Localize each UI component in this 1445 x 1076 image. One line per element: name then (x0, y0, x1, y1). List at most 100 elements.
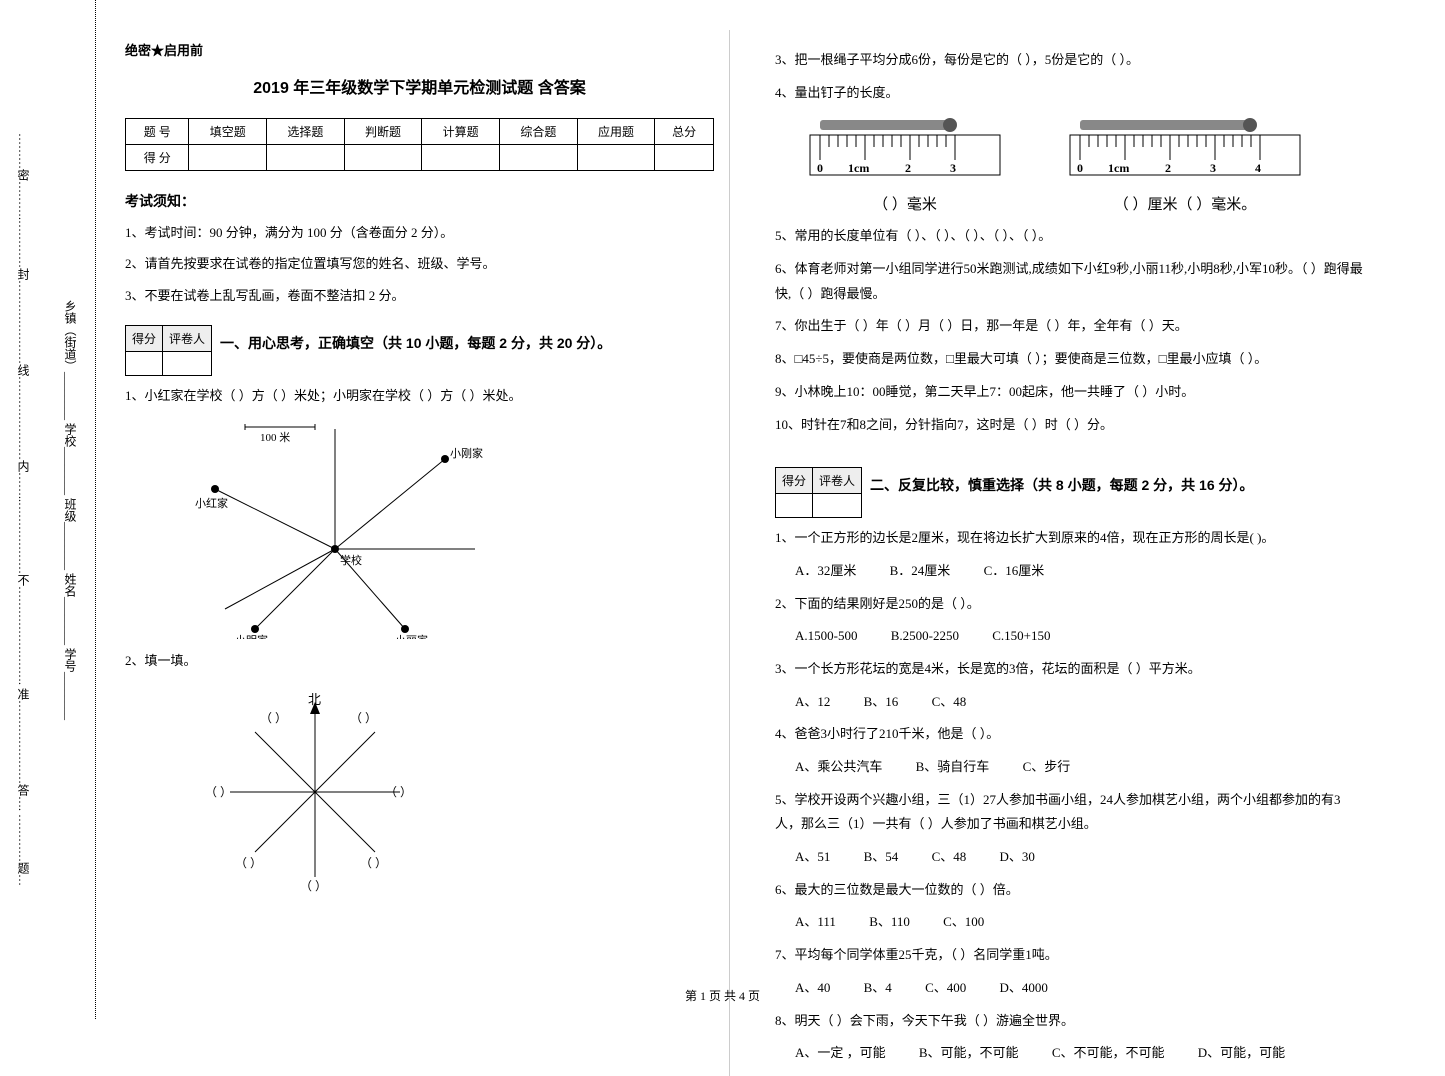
td (422, 145, 500, 171)
ruler1-answer: （ ）毫米 (805, 193, 1005, 214)
section1-header: 得分评卷人 一、用心思考，正确填空（共 10 小题，每题 2 分，共 20 分）… (125, 315, 714, 376)
th: 填空题 (189, 119, 267, 145)
opt: A、乘公共汽车 (795, 755, 882, 780)
page-footer: 第 1 页 共 4 页 (0, 987, 1445, 1004)
s2-q5-opts: A、51 B、54 C、48 D、30 (795, 845, 1365, 870)
dotted-separator (95, 0, 96, 1019)
svg-text:（ ）: （ ） (385, 785, 412, 799)
opt: D、可能，可能 (1198, 1041, 1285, 1066)
s1-q4: 4、量出钉子的长度。 (775, 81, 1365, 106)
sb-score: 得分 (776, 468, 813, 494)
page-container: 绝密★启用前 2019 年三年级数学下学期单元检测试题 含答案 题 号 填空题 … (110, 30, 1420, 1076)
sb-blank (776, 494, 813, 518)
section2-title: 二、反复比较，慎重选择（共 8 小题，每题 2 分，共 16 分）。 (870, 477, 1253, 493)
sb-grader: 评卷人 (163, 326, 212, 352)
s2-q6: 6、最大的三位数是最大一位数的（ ）倍。 (775, 878, 1365, 903)
th: 判断题 (344, 119, 422, 145)
s1-q10: 10、时针在7和8之间，分针指向7，这时是（ ）时（ ）分。 (775, 413, 1365, 438)
s2-q2-opts: A.1500-500 B.2500-2250 C.150+150 (795, 624, 1365, 649)
svg-text:（ ）: （ ） (235, 856, 262, 870)
s2-q1-opts: A．32厘米 B．24厘米 C．16厘米 (795, 559, 1365, 584)
binding-text1: 乡镇（街道）________ 学校________ 班级________ 姓名_… (62, 300, 79, 720)
s2-q4: 4、爸爸3小时行了210千米，他是（ ）。 (775, 722, 1365, 747)
s1-q9: 9、小林晚上10：00睡觉，第二天早上7：00起床，他一共睡了（ ）小时。 (775, 380, 1365, 405)
sb-grader: 评卷人 (813, 468, 862, 494)
compass-diagram: 北 （ ） （ ） （ ） （ ） （ ） （ ） （ ） (205, 692, 425, 892)
label-xh: 小红家 (195, 496, 228, 510)
opt: C.150+150 (992, 624, 1050, 649)
s2-q5: 5、学校开设两个兴趣小组，三（1）27人参加书画小组，24人参加棋艺小组，两个小… (775, 788, 1365, 837)
opt: B、骑自行车 (916, 755, 990, 780)
binding-text2: ………密……….…………封…………………线…………………内……..………………不… (15, 133, 32, 886)
ruler2-answer: （ ）厘米（ ）毫米。 (1065, 193, 1305, 214)
s2-q4-opts: A、乘公共汽车 B、骑自行车 C、步行 (795, 755, 1365, 780)
binding-fields-col2: ………密……….…………封…………………线…………………内……..………………不… (0, 0, 47, 1019)
opt: A、12 (795, 690, 830, 715)
opt: A．32厘米 (795, 559, 856, 584)
svg-text:2: 2 (905, 161, 911, 175)
opt: C、48 (932, 690, 967, 715)
svg-text:（ ）: （ ） (300, 879, 327, 892)
s1-q7: 7、你出生于（ ）年（ ）月（ ）日，那一年是（ ）年，全年有（ ）天。 (775, 314, 1365, 339)
opt: A、51 (795, 845, 830, 870)
svg-text:4: 4 (1255, 161, 1261, 175)
ruler-left: 0 1cm 2 3 （ ）毫米 (805, 115, 1005, 214)
section2-header: 得分评卷人 二、反复比较，慎重选择（共 8 小题，每题 2 分，共 16 分）。 (775, 457, 1365, 518)
td (344, 145, 422, 171)
opt: B、110 (869, 910, 910, 935)
th: 题 号 (126, 119, 189, 145)
scale-label: 100 米 (260, 431, 290, 444)
opt: B、54 (864, 845, 899, 870)
s1-q8: 8、□45÷5，要使商是两位数，□里最大可填（ ）；要使商是三位数，□里最小应填… (775, 347, 1365, 372)
s2-q7: 7、平均每个同学体重25千克，（ ）名同学重1吨。 (775, 943, 1365, 968)
s1-q5: 5、常用的长度单位有（ ）、（ ）、（ ）、（ ）、（ ）。 (775, 224, 1365, 249)
label-school: 学校 (340, 553, 362, 567)
left-column: 绝密★启用前 2019 年三年级数学下学期单元检测试题 含答案 题 号 填空题 … (110, 30, 730, 1076)
s2-q6-opts: A、111 B、110 C、100 (795, 910, 1365, 935)
s2-q3-opts: A、12 B、16 C、48 (795, 690, 1365, 715)
svg-text:（ ）: （ ） (360, 856, 387, 870)
mini-score-box-2: 得分评卷人 (775, 467, 862, 518)
td (655, 145, 714, 171)
opt: A.1500-500 (795, 624, 857, 649)
score-table: 题 号 填空题 选择题 判断题 计算题 综合题 应用题 总分 得 分 (125, 118, 714, 171)
exam-title: 2019 年三年级数学下学期单元检测试题 含答案 (125, 74, 714, 98)
table-row: 题 号 填空题 选择题 判断题 计算题 综合题 应用题 总分 (126, 119, 714, 145)
label-xg: 小刚家 (450, 446, 483, 460)
sb-blank (126, 352, 163, 376)
instruction-item: 1、考试时间：90 分钟，满分为 100 分（含卷面分 2 分）。 (125, 221, 714, 244)
td (267, 145, 345, 171)
svg-text:3: 3 (950, 161, 956, 175)
table-row: 得 分 (126, 145, 714, 171)
opt: B．24厘米 (890, 559, 951, 584)
binding-fields-col1: 乡镇（街道）________ 学校________ 班级________ 姓名_… (47, 0, 94, 1019)
label-xl: 小丽家 (395, 633, 428, 639)
svg-text:0: 0 (817, 161, 823, 175)
opt: C、48 (932, 845, 967, 870)
s2-q3: 3、一个长方形花坛的宽是4米，长是宽的3倍，花坛的面积是（ ）平方米。 (775, 657, 1365, 682)
section1-title: 一、用心思考，正确填空（共 10 小题，每题 2 分，共 20 分）。 (220, 335, 611, 351)
s1-q1: 1、小红家在学校（ ）方（ ）米处；小明家在学校（ ）方（ ）米处。 (125, 384, 714, 409)
compass-north: 北 (308, 692, 321, 707)
svg-text:1cm: 1cm (848, 161, 869, 175)
s2-q2: 2、下面的结果刚好是250的是（ ）。 (775, 592, 1365, 617)
sb-score: 得分 (126, 326, 163, 352)
svg-text:1cm: 1cm (1108, 161, 1129, 175)
svg-text:3: 3 (1210, 161, 1216, 175)
ruler-row: 0 1cm 2 3 （ ）毫米 (805, 115, 1365, 214)
label-xm: 小明家 (235, 633, 268, 639)
opt: B、16 (864, 690, 899, 715)
map-diagram: 100 米 小刚家 小红家 学校 小明家 小丽家 (185, 419, 485, 639)
opt: B.2500-2250 (891, 624, 959, 649)
right-column: 3、把一根绳子平均分成6份，每份是它的（ ），5份是它的（ ）。 4、量出钉子的… (760, 30, 1380, 1076)
opt: C．16厘米 (984, 559, 1045, 584)
th: 总分 (655, 119, 714, 145)
td (500, 145, 578, 171)
s2-q1: 1、一个正方形的边长是2厘米，现在将边长扩大到原来的4倍，现在正方形的周长是( … (775, 526, 1365, 551)
svg-text:2: 2 (1165, 161, 1171, 175)
instruction-item: 2、请首先按要求在试卷的指定位置填写您的姓名、班级、学号。 (125, 252, 714, 275)
opt: A、111 (795, 910, 836, 935)
opt: C、不可能，不可能 (1052, 1041, 1165, 1066)
opt: C、100 (943, 910, 984, 935)
mini-score-box: 得分评卷人 (125, 325, 212, 376)
